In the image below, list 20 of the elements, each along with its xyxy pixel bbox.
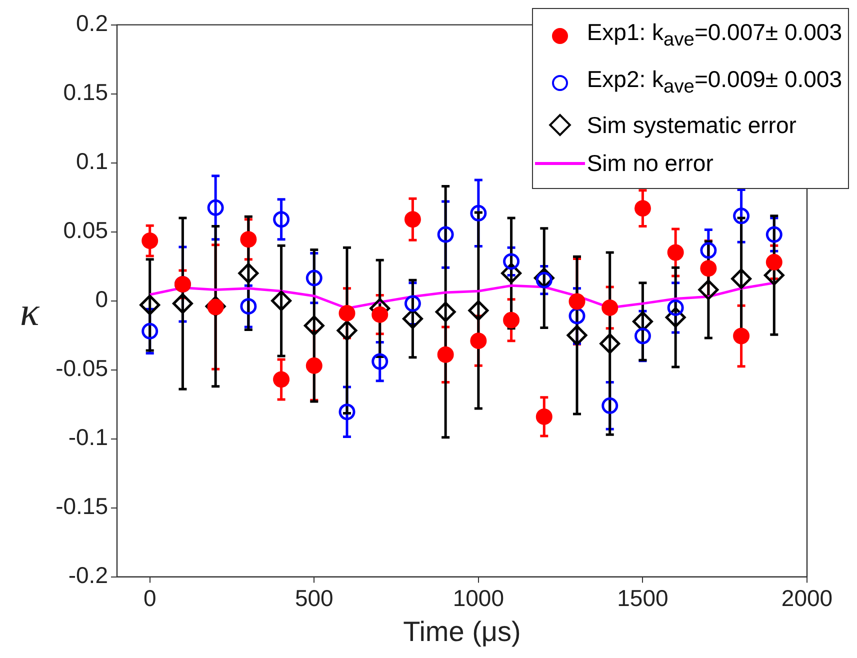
x-tick-label: 500 — [294, 584, 334, 611]
y-tick-label: 0.05 — [63, 217, 108, 244]
y-tick-label: 0.1 — [76, 148, 108, 174]
legend-label: Exp1: k$_{ave}$=0.007± 0.003 — [586, 18, 842, 53]
x-tick-label: 2000 — [781, 584, 833, 611]
y-tick-label: -0.2 — [68, 562, 108, 588]
x-axis-title: Time (μs) — [403, 616, 521, 647]
y-axis-title: κ — [20, 288, 40, 335]
y-tick-label: 0.15 — [63, 79, 108, 106]
legend-label: Sim no error — [586, 149, 714, 178]
legend-label: Exp2: k$_{ave}$=0.009± 0.003 — [586, 64, 842, 100]
y-tick-label: 0.2 — [76, 10, 108, 36]
x-tick-label: 0 — [143, 584, 156, 611]
x-tick-label: 1500 — [617, 584, 668, 611]
x-tick-label: 1000 — [452, 584, 504, 611]
y-tick-label: -0.05 — [56, 355, 108, 382]
legend-label: Sim systematic error — [586, 111, 796, 140]
y-tick-label: 0 — [95, 286, 108, 312]
y-tick-label: -0.1 — [68, 424, 108, 450]
y-tick-label: -0.15 — [56, 493, 108, 520]
